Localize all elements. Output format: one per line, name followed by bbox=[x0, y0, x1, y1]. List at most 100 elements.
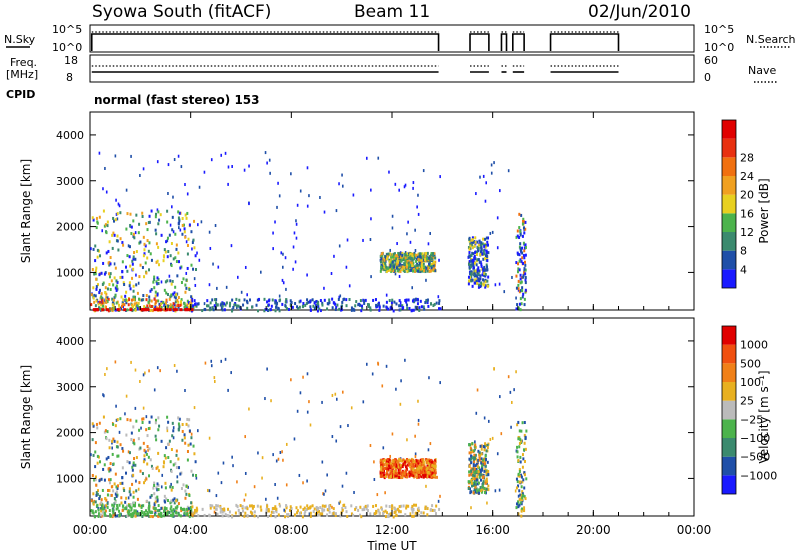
echo-cell bbox=[386, 472, 389, 476]
time-axis-label: Time UT bbox=[366, 539, 417, 553]
x-tick-label: 16:00 bbox=[475, 523, 510, 537]
echo-cell bbox=[412, 261, 415, 265]
echo-cell bbox=[308, 300, 311, 304]
echo-cell bbox=[524, 268, 527, 272]
echo-cell bbox=[332, 512, 335, 516]
echo-cell bbox=[395, 466, 398, 470]
echo-cell bbox=[147, 249, 150, 253]
echo-cell bbox=[364, 298, 367, 302]
echo-cell bbox=[424, 265, 427, 269]
echo-cell bbox=[148, 298, 151, 302]
echo-cell bbox=[216, 504, 219, 508]
echo-cell bbox=[474, 443, 477, 447]
echo-cell bbox=[365, 507, 368, 511]
echo-cell bbox=[179, 514, 182, 518]
echo-cell bbox=[193, 246, 196, 250]
echo-cell bbox=[376, 493, 379, 497]
echo-cell bbox=[524, 497, 527, 501]
echo-cell bbox=[470, 461, 473, 465]
echo-cell bbox=[285, 504, 288, 508]
echo-cell bbox=[433, 263, 436, 267]
echo-cell bbox=[335, 305, 338, 309]
echo-cell bbox=[287, 307, 290, 311]
echo-cell bbox=[188, 418, 191, 422]
echo-cell bbox=[468, 265, 471, 269]
echo-cell bbox=[381, 461, 384, 465]
echo-cell bbox=[369, 444, 372, 448]
echo-cell bbox=[422, 511, 425, 515]
echo-cell bbox=[480, 457, 483, 461]
echo-cell bbox=[168, 308, 172, 312]
echo-cell bbox=[370, 188, 372, 192]
echo-cell bbox=[357, 303, 360, 307]
echo-cell bbox=[479, 470, 482, 474]
echo-cell bbox=[108, 469, 111, 473]
echo-cell bbox=[411, 473, 414, 477]
echo-cell bbox=[99, 254, 102, 258]
echo-cell bbox=[385, 269, 388, 273]
echo-cell bbox=[108, 240, 111, 244]
echo-cell bbox=[471, 246, 474, 250]
echo-cell bbox=[429, 269, 432, 273]
colorbar-swatch bbox=[722, 250, 736, 270]
echo-cell bbox=[514, 489, 517, 493]
echo-cell bbox=[189, 302, 192, 306]
echo-cell bbox=[389, 248, 392, 252]
echo-cell bbox=[412, 308, 415, 312]
echo-cell bbox=[479, 486, 482, 490]
echo-cell bbox=[130, 360, 132, 364]
echo-cell bbox=[130, 514, 133, 518]
echo-cell bbox=[480, 452, 483, 456]
echo-cell bbox=[174, 308, 178, 312]
echo-cell bbox=[118, 308, 121, 312]
echo-cell bbox=[415, 466, 418, 470]
echo-cell bbox=[165, 507, 168, 511]
echo-cell bbox=[142, 298, 145, 302]
echo-cell bbox=[360, 515, 363, 519]
echo-cell bbox=[360, 309, 363, 313]
echo-cell bbox=[111, 306, 114, 310]
echo-cell bbox=[493, 161, 495, 165]
echo-cell bbox=[420, 263, 423, 267]
echo-cell bbox=[157, 514, 160, 518]
echo-cell bbox=[377, 509, 380, 513]
echo-cell bbox=[134, 257, 137, 261]
echo-cell bbox=[277, 513, 280, 517]
echo-cell bbox=[477, 258, 480, 262]
echo-cell bbox=[137, 437, 140, 441]
echo-cell bbox=[132, 438, 135, 442]
echo-cell bbox=[383, 458, 386, 462]
echo-cell bbox=[133, 509, 136, 513]
echo-cell bbox=[407, 254, 410, 258]
echo-cell bbox=[274, 220, 276, 224]
echo-cell bbox=[157, 416, 160, 420]
echo-cell bbox=[171, 307, 174, 311]
echo-cell bbox=[321, 509, 324, 513]
echo-cell bbox=[417, 422, 420, 426]
echo-cell bbox=[476, 245, 479, 249]
echo-cell bbox=[192, 304, 195, 308]
echo-cell bbox=[334, 512, 337, 516]
echo-cell bbox=[475, 478, 478, 482]
echo-cell bbox=[479, 468, 482, 472]
echo-cell bbox=[121, 481, 124, 485]
echo-cell bbox=[119, 417, 122, 421]
echo-cell bbox=[367, 303, 370, 307]
echo-cell bbox=[169, 460, 172, 464]
echo-cell bbox=[236, 305, 238, 309]
echo-cell bbox=[186, 266, 189, 270]
echo-cell bbox=[392, 252, 395, 256]
echo-cell bbox=[410, 457, 413, 461]
colorbar-tick-label: 4 bbox=[740, 263, 747, 276]
echo-cell bbox=[422, 459, 425, 463]
echo-cell bbox=[418, 267, 421, 271]
echo-cell bbox=[142, 254, 145, 258]
echo-cell bbox=[175, 453, 178, 457]
echo-cell bbox=[420, 265, 423, 269]
echo-cell bbox=[135, 283, 138, 287]
echo-cell bbox=[401, 473, 404, 477]
echo-cell bbox=[222, 461, 225, 465]
echo-cell bbox=[189, 505, 192, 509]
date-label: 02/Jun/2010 bbox=[588, 2, 691, 22]
echo-cell bbox=[144, 308, 148, 312]
